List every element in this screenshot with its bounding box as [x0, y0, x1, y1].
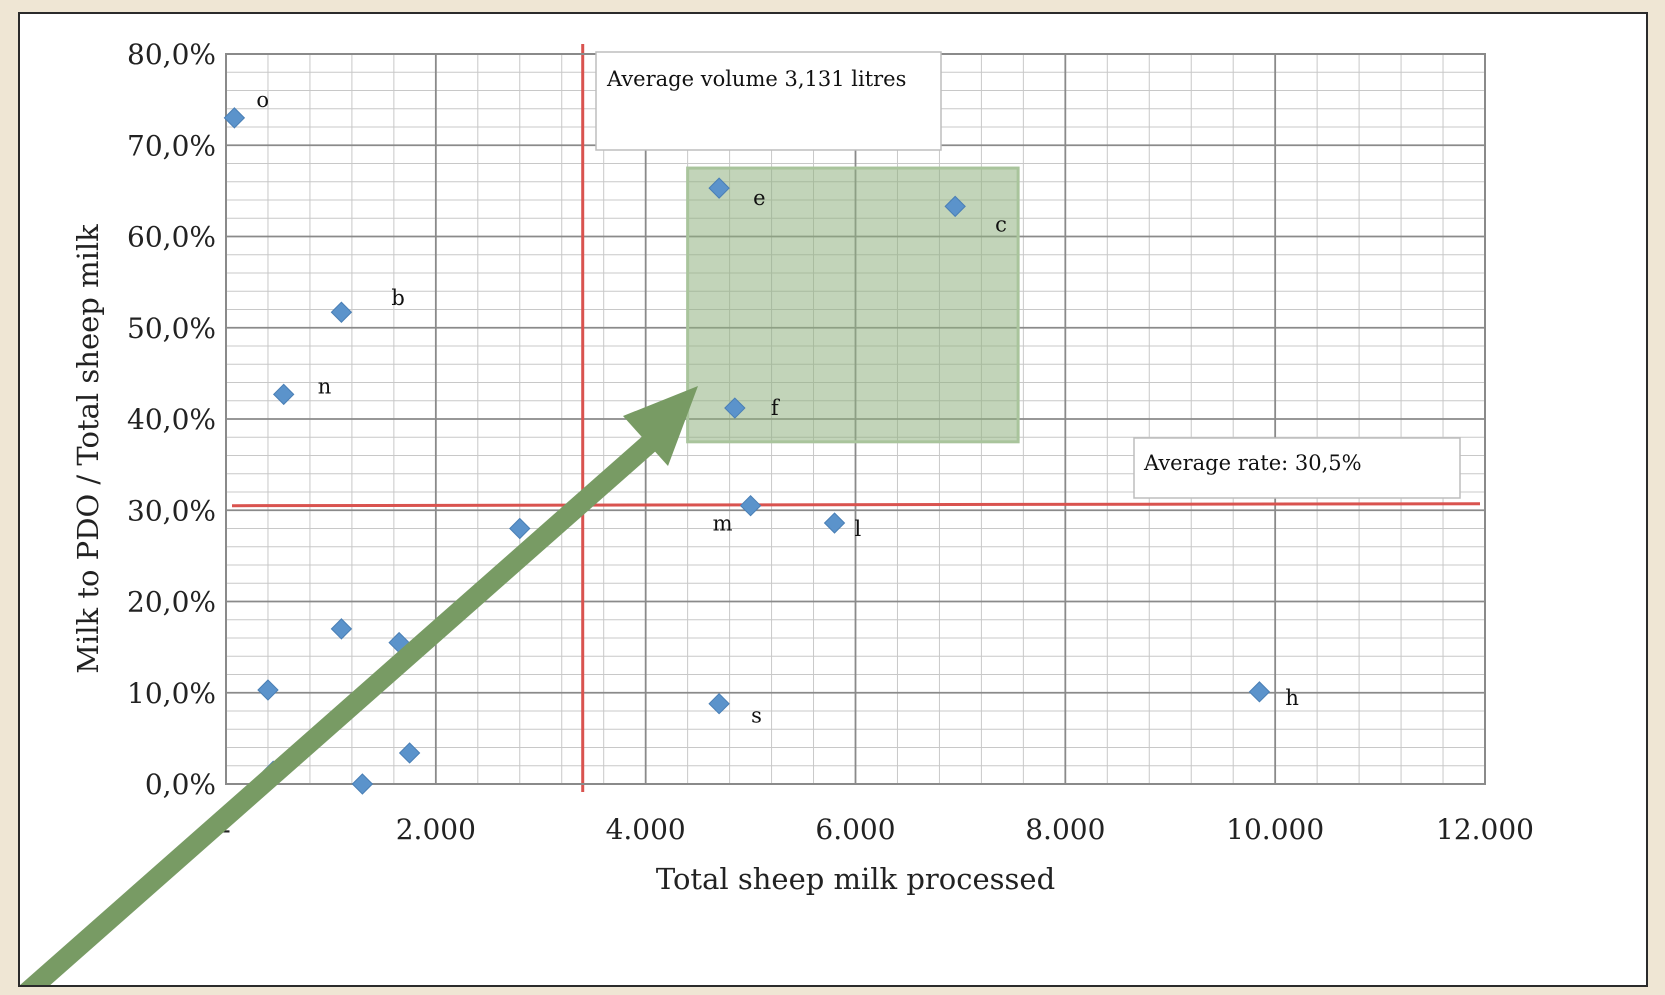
data-point-label: c [995, 212, 1007, 236]
y-tick-label: 50,0% [127, 312, 216, 345]
data-point-label: f [771, 396, 781, 420]
data-point-label: n [318, 374, 332, 398]
data-point-marker [272, 383, 295, 406]
data-point-label: o [256, 88, 269, 112]
data-point-label: b [391, 286, 404, 310]
x-tick-label: 4.000 [606, 813, 686, 846]
data-point-marker [724, 397, 746, 419]
data-point-label: m [713, 512, 733, 536]
y-tick-label: 60,0% [127, 221, 216, 254]
x-tick-label: 12.000 [1436, 813, 1534, 846]
pointer-arrow [20, 386, 698, 985]
data-point-label: s [751, 704, 762, 728]
volume-annotation-text: Average volume 3,131 litres [606, 67, 906, 91]
x-tick-label: 10.000 [1226, 813, 1324, 846]
volume-annotation-background [595, 51, 942, 151]
data-point-marker [739, 494, 762, 517]
y-tick-label: 70,0% [127, 129, 216, 162]
data-point-marker [223, 107, 246, 129]
data-point-marker [708, 692, 730, 715]
x-axis-title: Total sheep milk processed [656, 862, 1055, 896]
x-tick-label: 2.000 [396, 813, 476, 846]
arrow-shaft [20, 426, 667, 985]
highlight-region [686, 166, 1020, 444]
y-tick-label: 0,0% [145, 768, 216, 801]
x-tick-label: 8.000 [1025, 813, 1105, 846]
rate-annotation-background [1133, 437, 1461, 499]
data-point-marker [398, 742, 421, 764]
data-point-marker [944, 195, 966, 218]
data-point-marker [351, 773, 374, 795]
data-point-marker [330, 301, 353, 323]
y-tick-label: 30,0% [127, 494, 216, 527]
x-tick-label: 6.000 [815, 813, 895, 846]
data-point-marker [257, 679, 279, 701]
data-point-label: l [855, 517, 862, 541]
data-point-marker [708, 177, 730, 199]
y-axis-ticks: 0,0% 10,0% 20,0% 30,0% 40,0% 50,0% 60,0% 70,0% 8… [127, 38, 216, 801]
rate-annotation-box: Average rate: 30,5% [1133, 437, 1461, 499]
y-tick-label: 20,0% [127, 586, 216, 619]
volume-annotation-box: Average volume 3,131 litres [595, 51, 942, 151]
y-tick-label: 10,0% [127, 677, 216, 710]
y-tick-label: 40,0% [127, 403, 216, 436]
data-point-marker [330, 618, 353, 640]
data-point-marker [509, 517, 531, 540]
arrow-head [623, 386, 698, 466]
rate-annotation-text: Average rate: 30,5% [1143, 451, 1362, 475]
y-axis-title: Milk to PDO / Total sheep milk [71, 224, 105, 674]
data-point-marker [1248, 681, 1271, 703]
data-point-label: h [1285, 686, 1299, 710]
y-tick-label: 80,0% [127, 38, 216, 71]
data-point-marker [823, 512, 846, 534]
reference-lines [231, 44, 1481, 792]
average-rate-line [231, 502, 1481, 508]
data-point-label: e [753, 186, 765, 210]
